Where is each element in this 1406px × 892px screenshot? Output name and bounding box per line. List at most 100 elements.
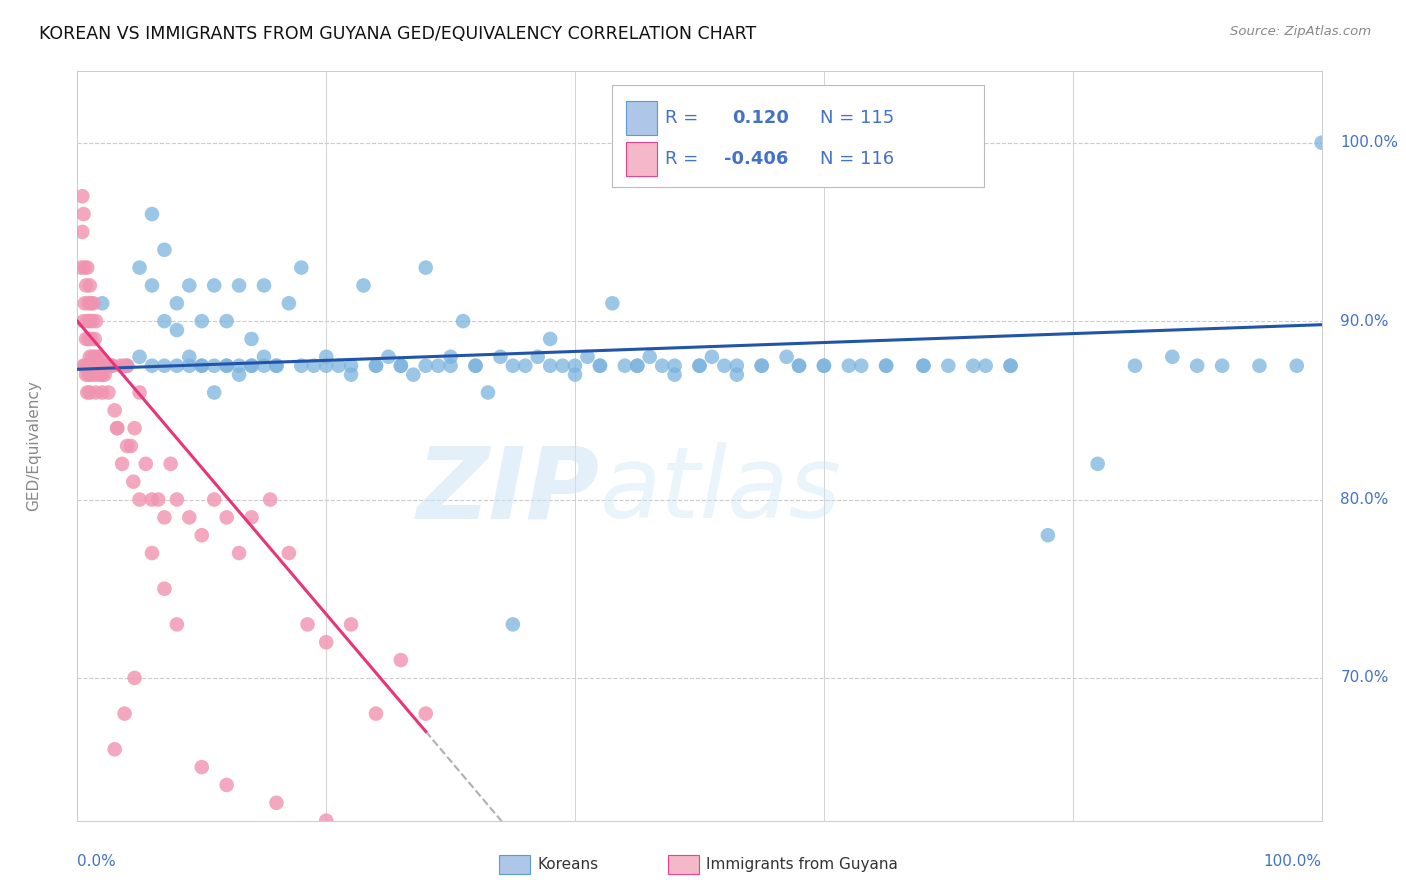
Point: [315, 635, 337, 649]
Point: [191, 359, 214, 373]
Text: 0.0%: 0.0%: [77, 855, 117, 870]
Point: [166, 492, 188, 507]
Point: [83, 359, 105, 373]
Point: [86, 368, 108, 382]
Point: [153, 359, 176, 373]
Point: [389, 359, 412, 373]
Point: [240, 510, 263, 524]
Point: [1000, 359, 1022, 373]
Point: [1123, 359, 1146, 373]
Point: [389, 653, 412, 667]
Point: [141, 278, 163, 293]
Point: [77, 359, 100, 373]
Text: 70.0%: 70.0%: [1340, 671, 1389, 685]
Point: [215, 359, 238, 373]
Point: [340, 617, 363, 632]
Point: [415, 706, 437, 721]
Point: [415, 260, 437, 275]
Point: [89, 350, 111, 364]
Point: [215, 359, 238, 373]
Point: [128, 260, 150, 275]
Point: [80, 296, 103, 310]
Text: 100.0%: 100.0%: [1340, 136, 1399, 150]
Point: [751, 359, 773, 373]
Point: [838, 359, 860, 373]
Point: [290, 359, 312, 373]
Point: [76, 385, 98, 400]
Point: [576, 350, 599, 364]
Point: [105, 421, 128, 435]
Point: [526, 350, 548, 364]
Point: [191, 314, 214, 328]
Point: [787, 359, 810, 373]
Point: [626, 359, 648, 373]
Point: [427, 359, 450, 373]
Point: [79, 350, 101, 364]
Point: [179, 359, 201, 373]
Point: [135, 457, 157, 471]
Point: [364, 831, 387, 846]
Point: [166, 296, 188, 310]
Point: [439, 359, 461, 373]
Point: [402, 368, 425, 382]
Point: [364, 359, 387, 373]
Point: [76, 260, 98, 275]
Point: [297, 617, 319, 632]
Point: [489, 350, 512, 364]
Text: N = 115: N = 115: [820, 109, 894, 127]
Point: [202, 278, 225, 293]
Text: 0.120: 0.120: [733, 109, 789, 127]
Point: [101, 359, 124, 373]
Point: [912, 359, 935, 373]
Text: GED/Equivalency: GED/Equivalency: [27, 381, 41, 511]
Point: [936, 359, 959, 373]
Point: [179, 278, 201, 293]
Point: [79, 359, 101, 373]
Point: [159, 457, 181, 471]
Point: [115, 359, 138, 373]
Point: [77, 368, 100, 382]
Text: Koreans: Koreans: [537, 857, 598, 871]
Point: [128, 385, 150, 400]
Point: [651, 359, 673, 373]
Point: [115, 359, 138, 373]
Point: [80, 368, 103, 382]
Point: [98, 359, 121, 373]
Point: [75, 368, 97, 382]
Point: [253, 278, 276, 293]
Point: [104, 742, 127, 756]
Point: [82, 314, 104, 328]
Point: [79, 278, 101, 293]
Point: [166, 359, 188, 373]
Point: [91, 296, 114, 310]
Point: [84, 359, 107, 373]
Text: Source: ZipAtlas.com: Source: ZipAtlas.com: [1230, 25, 1371, 38]
Point: [86, 350, 108, 364]
Point: [253, 350, 276, 364]
Point: [364, 359, 387, 373]
Text: Immigrants from Guyana: Immigrants from Guyana: [706, 857, 897, 871]
Point: [1185, 359, 1208, 373]
Point: [114, 706, 136, 721]
Point: [464, 359, 486, 373]
Point: [73, 260, 96, 275]
Point: [97, 359, 120, 373]
Point: [1087, 457, 1109, 471]
Point: [638, 350, 661, 364]
Point: [153, 582, 176, 596]
Point: [700, 350, 723, 364]
Point: [153, 243, 176, 257]
Text: 80.0%: 80.0%: [1340, 492, 1389, 507]
Text: N = 116: N = 116: [820, 150, 894, 168]
Point: [166, 323, 188, 337]
Point: [502, 359, 524, 373]
Point: [1000, 359, 1022, 373]
Point: [179, 510, 201, 524]
Point: [141, 359, 163, 373]
Point: [813, 359, 835, 373]
Point: [215, 314, 238, 328]
Point: [72, 207, 94, 221]
Point: [191, 760, 214, 774]
Point: [515, 359, 537, 373]
Point: [128, 492, 150, 507]
